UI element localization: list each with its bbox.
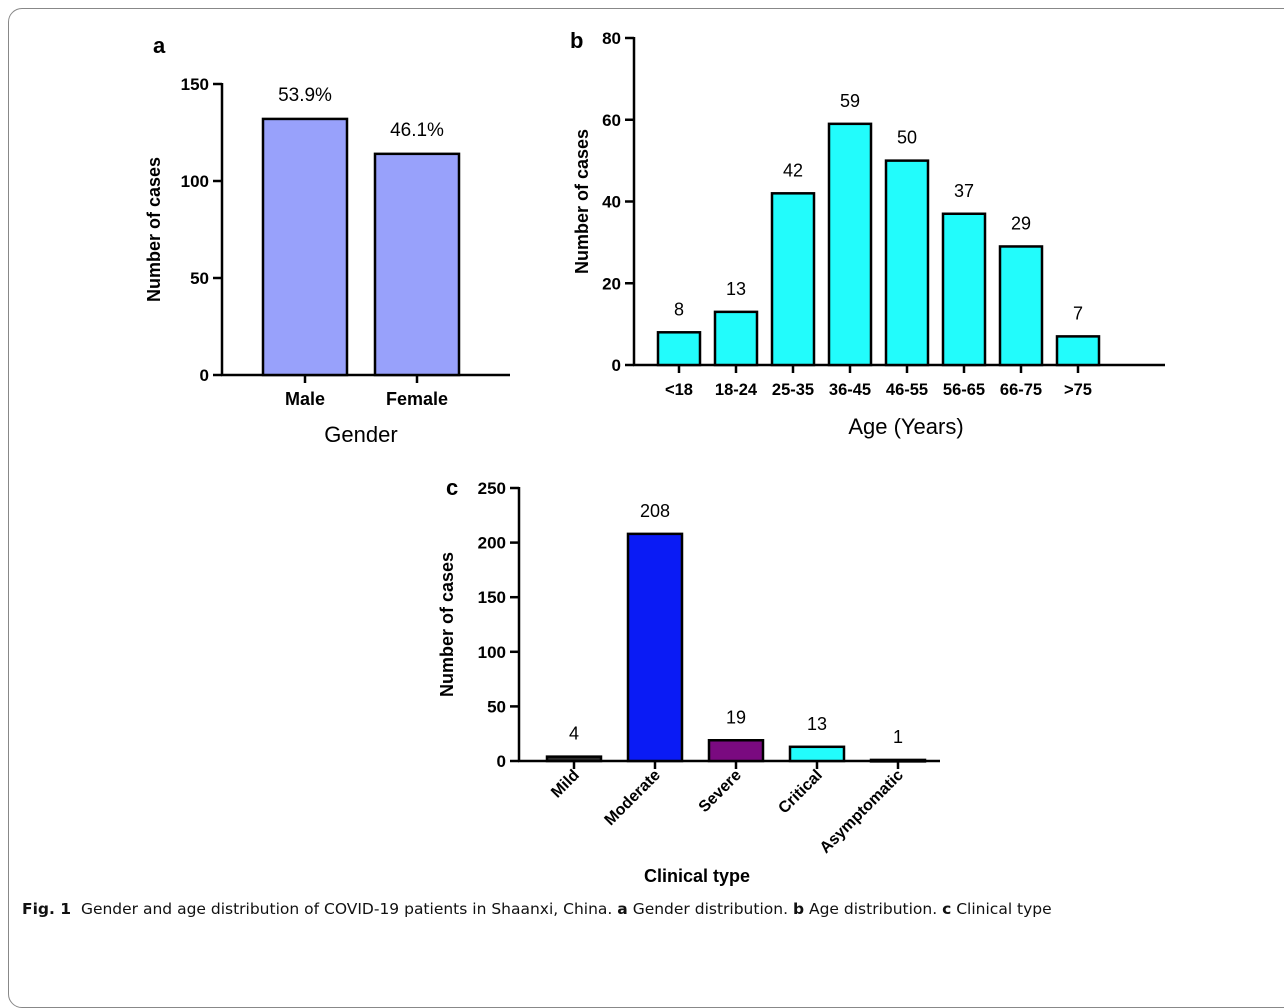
panel-a-y-tick-label: 150 bbox=[181, 75, 209, 94]
panel-a-category-label: Male bbox=[285, 389, 325, 409]
panel-c-category-label: Severe bbox=[696, 767, 745, 816]
panel-b-bar bbox=[713, 310, 759, 367]
panel-b-bar bbox=[884, 159, 930, 367]
panel-a-bar bbox=[261, 117, 349, 377]
panel-b-data-label: 37 bbox=[954, 181, 974, 201]
panel-b-letter: b bbox=[570, 28, 583, 53]
panel-b-category-label: 56-65 bbox=[943, 381, 985, 399]
panel-b-bar bbox=[770, 192, 816, 367]
panel-b-data-label: 8 bbox=[674, 299, 684, 319]
panel-a-letter: a bbox=[153, 33, 166, 58]
panel-c-y-tick-label: 250 bbox=[478, 479, 506, 498]
panel-c-y-tick-label: 100 bbox=[478, 643, 506, 662]
caption-c-letter: c bbox=[942, 900, 952, 918]
panel-a-category-label: Female bbox=[386, 389, 448, 409]
caption-a-letter: a bbox=[617, 900, 628, 918]
panel-b-category-label: 46-55 bbox=[886, 381, 928, 399]
panel-a-y-tick-label: 0 bbox=[200, 366, 209, 385]
caption-c-text: Clinical type bbox=[956, 900, 1052, 918]
panel-b-y-axis-label: Number of cases bbox=[572, 129, 592, 274]
caption-a-text: Gender distribution. bbox=[632, 900, 788, 918]
panel-c-bar bbox=[626, 532, 684, 763]
panel-c-data-label: 13 bbox=[807, 714, 827, 734]
panel-b-data-label: 50 bbox=[897, 128, 917, 148]
panel-b-y-tick-label: 40 bbox=[602, 193, 621, 212]
panel-a-y-tick-label: 50 bbox=[190, 269, 209, 288]
panel-c-letter: c bbox=[446, 475, 458, 500]
panel-b-y-tick-label: 0 bbox=[612, 356, 621, 375]
panel-b-category-label: 36-45 bbox=[829, 381, 871, 399]
panel-b-data-label: 59 bbox=[840, 91, 860, 111]
panel-b-bar bbox=[827, 122, 873, 367]
panel-a-data-label: 46.1% bbox=[390, 120, 444, 141]
panel-a-y-axis-label: Number of cases bbox=[144, 157, 164, 302]
panel-b-data-label: 42 bbox=[783, 160, 803, 180]
panel-a-bar bbox=[373, 152, 461, 377]
panel-c-bar bbox=[788, 745, 846, 763]
panel-c-category-label: Asymptomatic bbox=[817, 767, 907, 857]
panel-b-category-label: 25-35 bbox=[772, 381, 814, 399]
figure-caption: Fig. 1 Gender and age distribution of CO… bbox=[22, 900, 1052, 918]
panel-b-category-label: 66-75 bbox=[1000, 381, 1042, 399]
panel-b-bar bbox=[941, 212, 987, 367]
caption-b-text: Age distribution. bbox=[808, 900, 938, 918]
panel-c-category-label: Critical bbox=[775, 767, 825, 817]
panel-b-y-tick-label: 60 bbox=[602, 111, 621, 130]
panel-c-bar bbox=[545, 755, 603, 763]
panel-a-y-tick-label: 100 bbox=[181, 172, 209, 191]
panel-b-x-axis-label: Age (Years) bbox=[848, 414, 963, 439]
panel-c-y-tick-label: 200 bbox=[478, 534, 506, 553]
panel-c-y-tick-label: 0 bbox=[497, 752, 506, 771]
panel-b-bar bbox=[1055, 335, 1101, 367]
panel-b-data-label: 29 bbox=[1011, 213, 1031, 233]
panel-b-bar bbox=[998, 245, 1044, 367]
panel-c-data-label: 208 bbox=[640, 501, 670, 521]
panel-c-data-label: 1 bbox=[893, 727, 903, 747]
caption-main-text: Gender and age distribution of COVID-19 … bbox=[80, 900, 613, 918]
panel-b-y-tick-label: 80 bbox=[602, 29, 621, 48]
panel-b-category-label: 18-24 bbox=[715, 381, 758, 399]
panel-b-data-label: 13 bbox=[726, 279, 746, 299]
panel-b-y-tick-label: 20 bbox=[602, 274, 621, 293]
panel-b-bar bbox=[656, 331, 702, 367]
panel-c-x-axis-label: Clinical type bbox=[644, 866, 750, 886]
panel-c-bar bbox=[707, 739, 765, 763]
panel-c-y-tick-label: 150 bbox=[478, 588, 506, 607]
caption-b-letter: b bbox=[792, 900, 805, 918]
panel-c-data-label: 4 bbox=[569, 724, 579, 744]
panel-c-category-label: Moderate bbox=[602, 767, 664, 829]
panel-c-category-label: Mild bbox=[548, 767, 583, 802]
panel-c-data-label: 19 bbox=[726, 707, 746, 727]
panel-b-category-label: <18 bbox=[665, 381, 693, 399]
panel-b-data-label: 7 bbox=[1073, 303, 1083, 323]
panel-a-x-axis-label: Gender bbox=[324, 422, 397, 447]
panel-c-y-tick-label: 50 bbox=[487, 697, 506, 716]
panel-a-data-label: 53.9% bbox=[278, 85, 332, 106]
panel-c-y-axis-label: Number of cases bbox=[437, 552, 457, 697]
caption-fig-label: Fig. 1 bbox=[22, 900, 72, 918]
panel-b-category-label: >75 bbox=[1064, 381, 1092, 399]
